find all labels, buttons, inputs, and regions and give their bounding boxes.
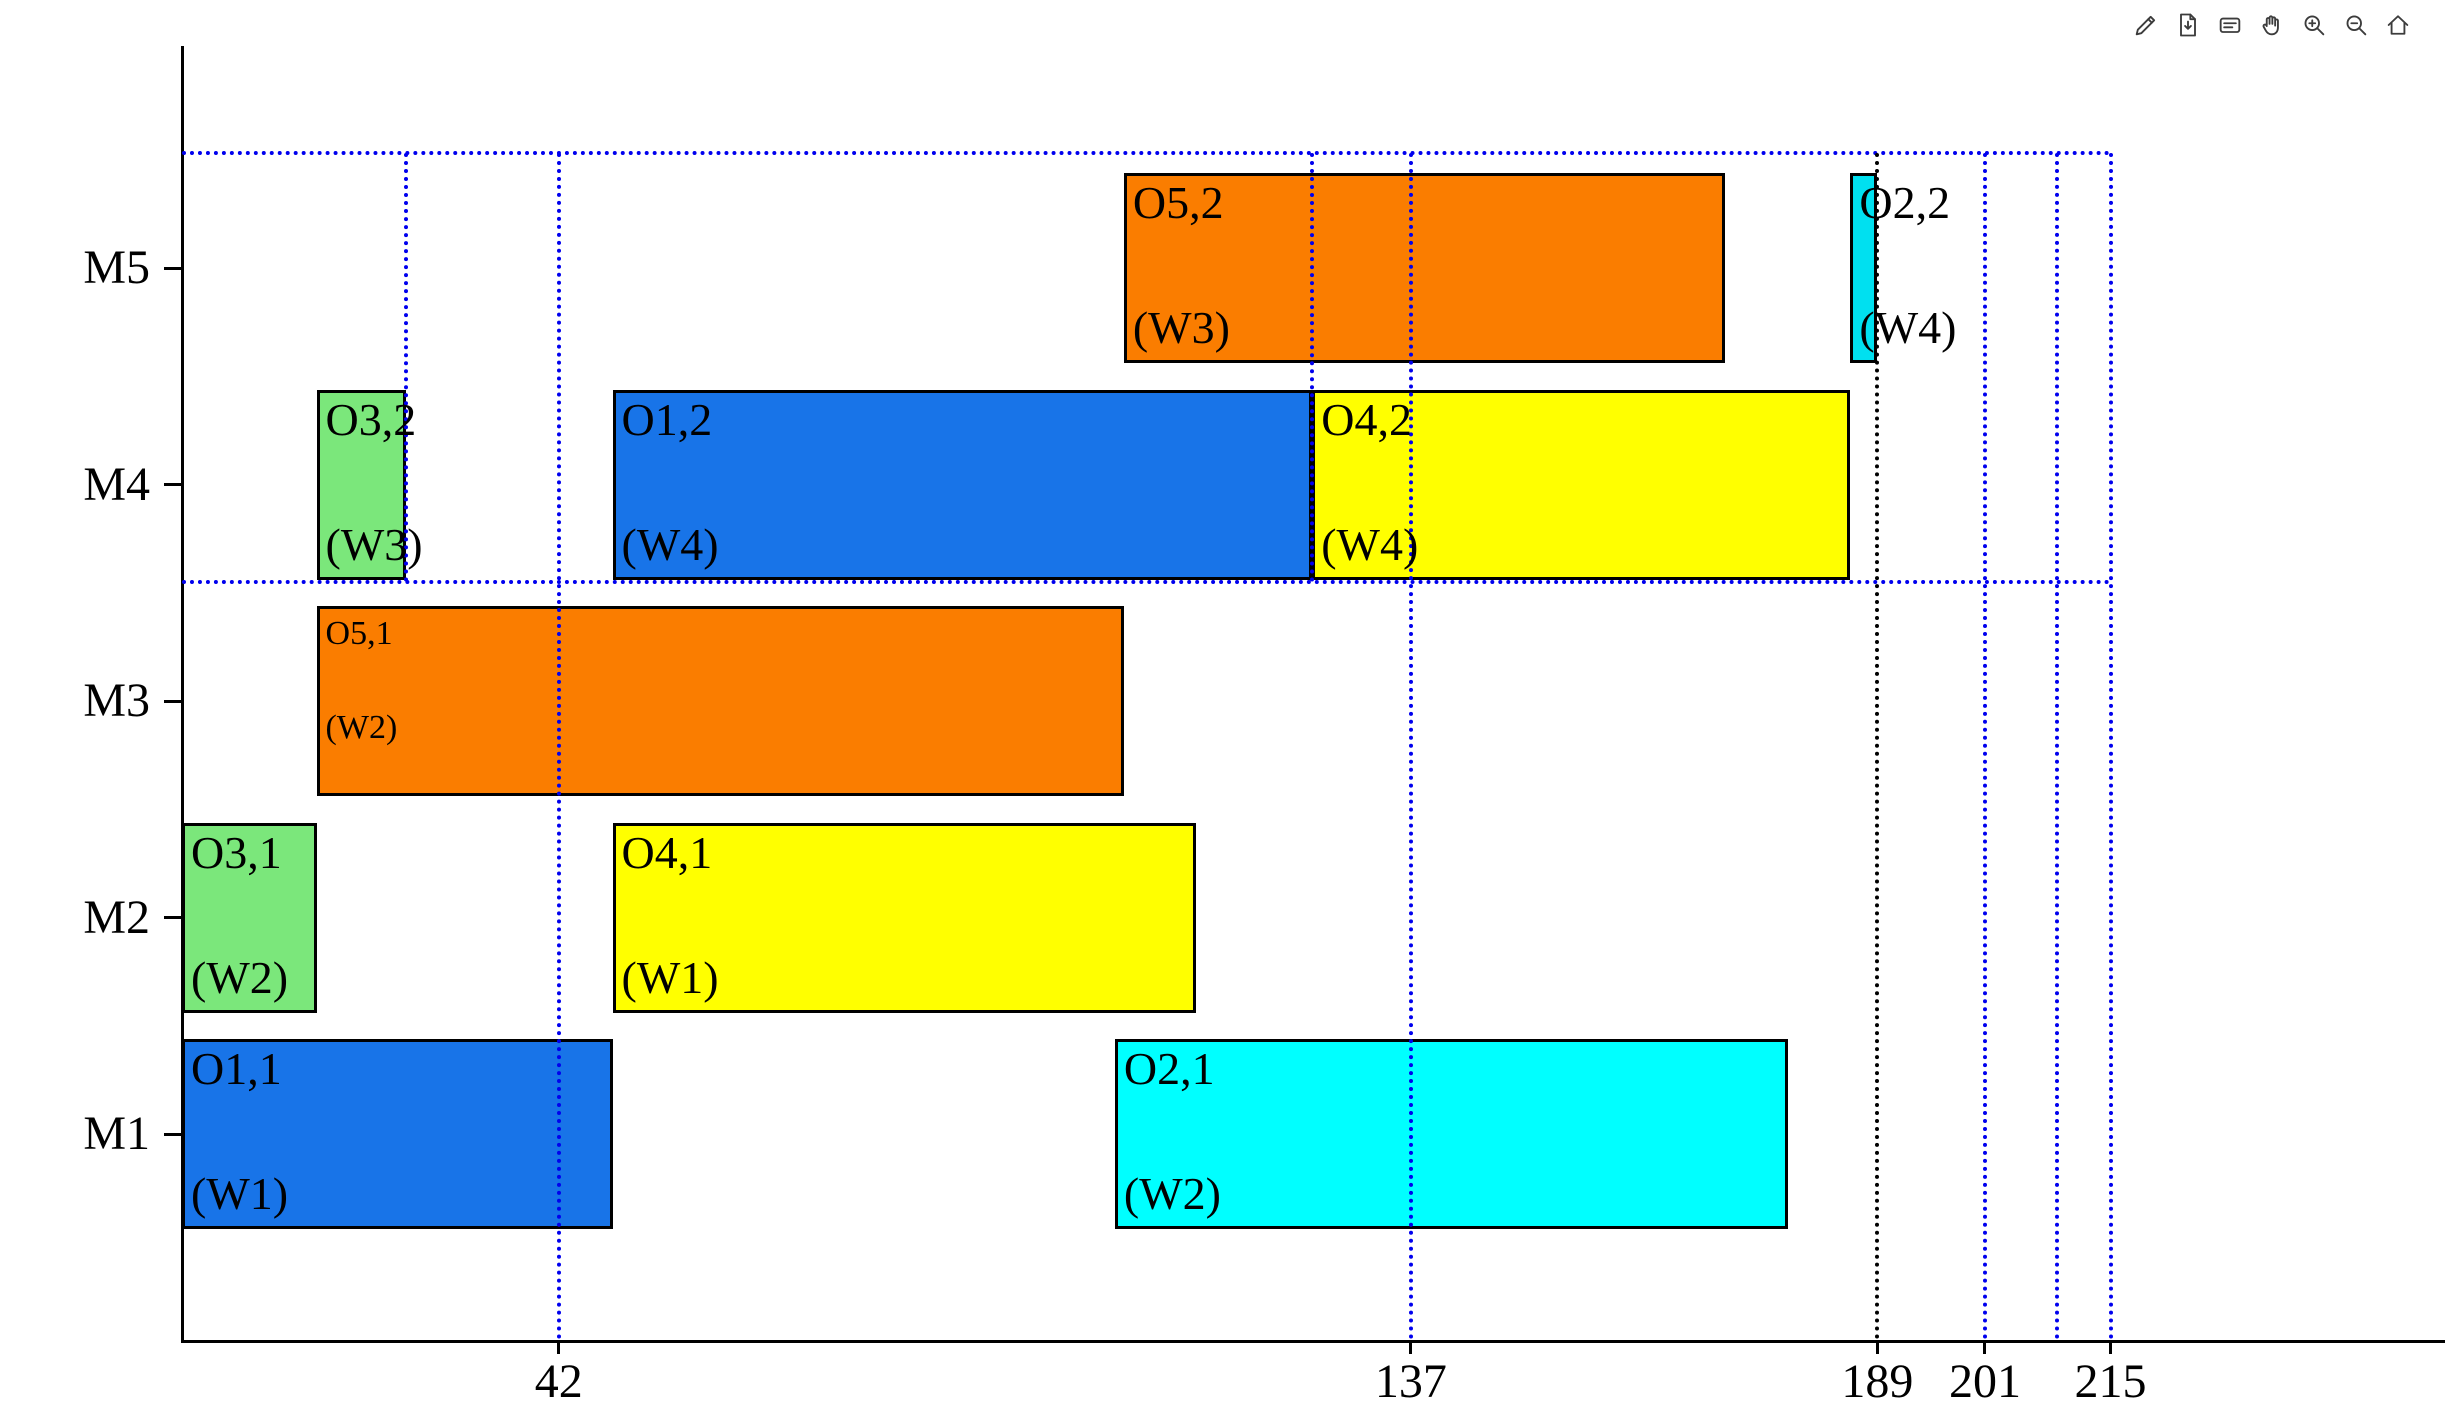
save-icon[interactable] [2169,6,2207,44]
x-tick [2109,1340,2113,1354]
gantt-bar-o2-1: O2,1 (W2) [1114,1039,1788,1229]
y-tick-label-m4: M4 [83,457,150,511]
bar-label-operation: O1,1 [191,1043,282,1094]
x-tick [557,1340,561,1354]
gantt-bar-o4-1: O4,1 (W1) [612,822,1196,1013]
dotted-vline [1875,153,1880,1340]
y-tick [164,266,182,270]
axes-toolbar [2127,6,2417,44]
dotted-hline [182,151,2111,156]
y-tick-label-m5: M5 [83,241,150,294]
dotted-vline [1982,153,1987,1340]
pan-icon[interactable] [2253,6,2291,44]
bar-label-operation: O5,2 [1132,177,1224,228]
bar-label-worker: (W2) [325,709,398,746]
bar-label-worker: (W1) [621,951,719,1003]
dotted-vline [1408,153,1413,1340]
bar-label-worker: (W2) [1123,1168,1221,1219]
gantt-bar-o2-2: O2,2 (W4) [1850,173,1956,363]
x-tick-label: 215 [2074,1355,2147,1401]
gantt-bar-o3-2: O3,2 (W3) [316,389,423,580]
y-tick [164,483,182,486]
y-tick [164,699,182,703]
bar-label-worker: (W3) [1132,302,1230,353]
bar-label-operation: O1,2 [621,393,713,445]
y-tick [164,916,182,919]
bar-label-operation: O3,2 [325,393,417,445]
bar-label-operation: O4,2 [1321,393,1412,445]
gantt-bar-o5-2: O5,2 (W3) [1123,173,1725,363]
bar-label-worker: (W1) [191,1168,289,1219]
dotted-vline [556,153,561,1340]
dotted-vline [2108,153,2113,1340]
bar-label-operation: O2,2 [1859,177,1951,228]
datatips-icon[interactable] [2211,6,2249,44]
x-tick-label: 201 [1948,1355,2021,1401]
zoom-in-icon[interactable] [2295,6,2333,44]
x-axis [180,1340,2445,1343]
bar-label-worker: (W4) [1321,518,1419,570]
gantt-bar-o1-1: O1,1 (W1) [182,1039,613,1229]
bar-label-operation: O4,1 [621,826,713,878]
bar-label-worker: (W3) [325,518,423,570]
home-icon[interactable] [2379,6,2417,44]
y-tick-label-m1: M1 [83,1107,150,1160]
dotted-vline [2054,153,2059,1340]
x-tick [1983,1340,1987,1354]
bar-label-operation: O3,1 [191,826,282,878]
x-tick-label: 189 [1841,1355,1914,1401]
brush-icon[interactable] [2127,6,2165,44]
dotted-vline [404,153,409,582]
bar-label-worker: (W4) [621,518,719,570]
x-tick-label: 137 [1374,1355,1447,1401]
y-tick-label-m2: M2 [83,890,150,944]
bar-label-operation: O2,1 [1123,1043,1215,1094]
gantt-bar-o3-1: O3,1 (W2) [182,822,317,1013]
x-tick [1875,1340,1879,1354]
y-tick-label-m3: M3 [83,674,150,727]
zoom-out-icon[interactable] [2337,6,2375,44]
dotted-hline [182,579,2111,584]
gantt-bar-o1-2: O1,2 (W4) [612,389,1313,580]
bar-label-worker: (W2) [191,951,289,1003]
x-tick-label: 42 [534,1355,583,1401]
bar-label-operation: O5,1 [325,615,393,652]
gantt-bar-o4-2: O4,2 (W4) [1312,389,1851,580]
y-axis [180,46,184,1340]
x-tick [1409,1340,1413,1354]
y-tick [164,1132,182,1136]
gantt-bar-o5-1: O5,1 (W2) [316,606,1124,796]
bar-label-worker: (W4) [1859,302,1957,353]
dotted-vline [1310,153,1315,582]
